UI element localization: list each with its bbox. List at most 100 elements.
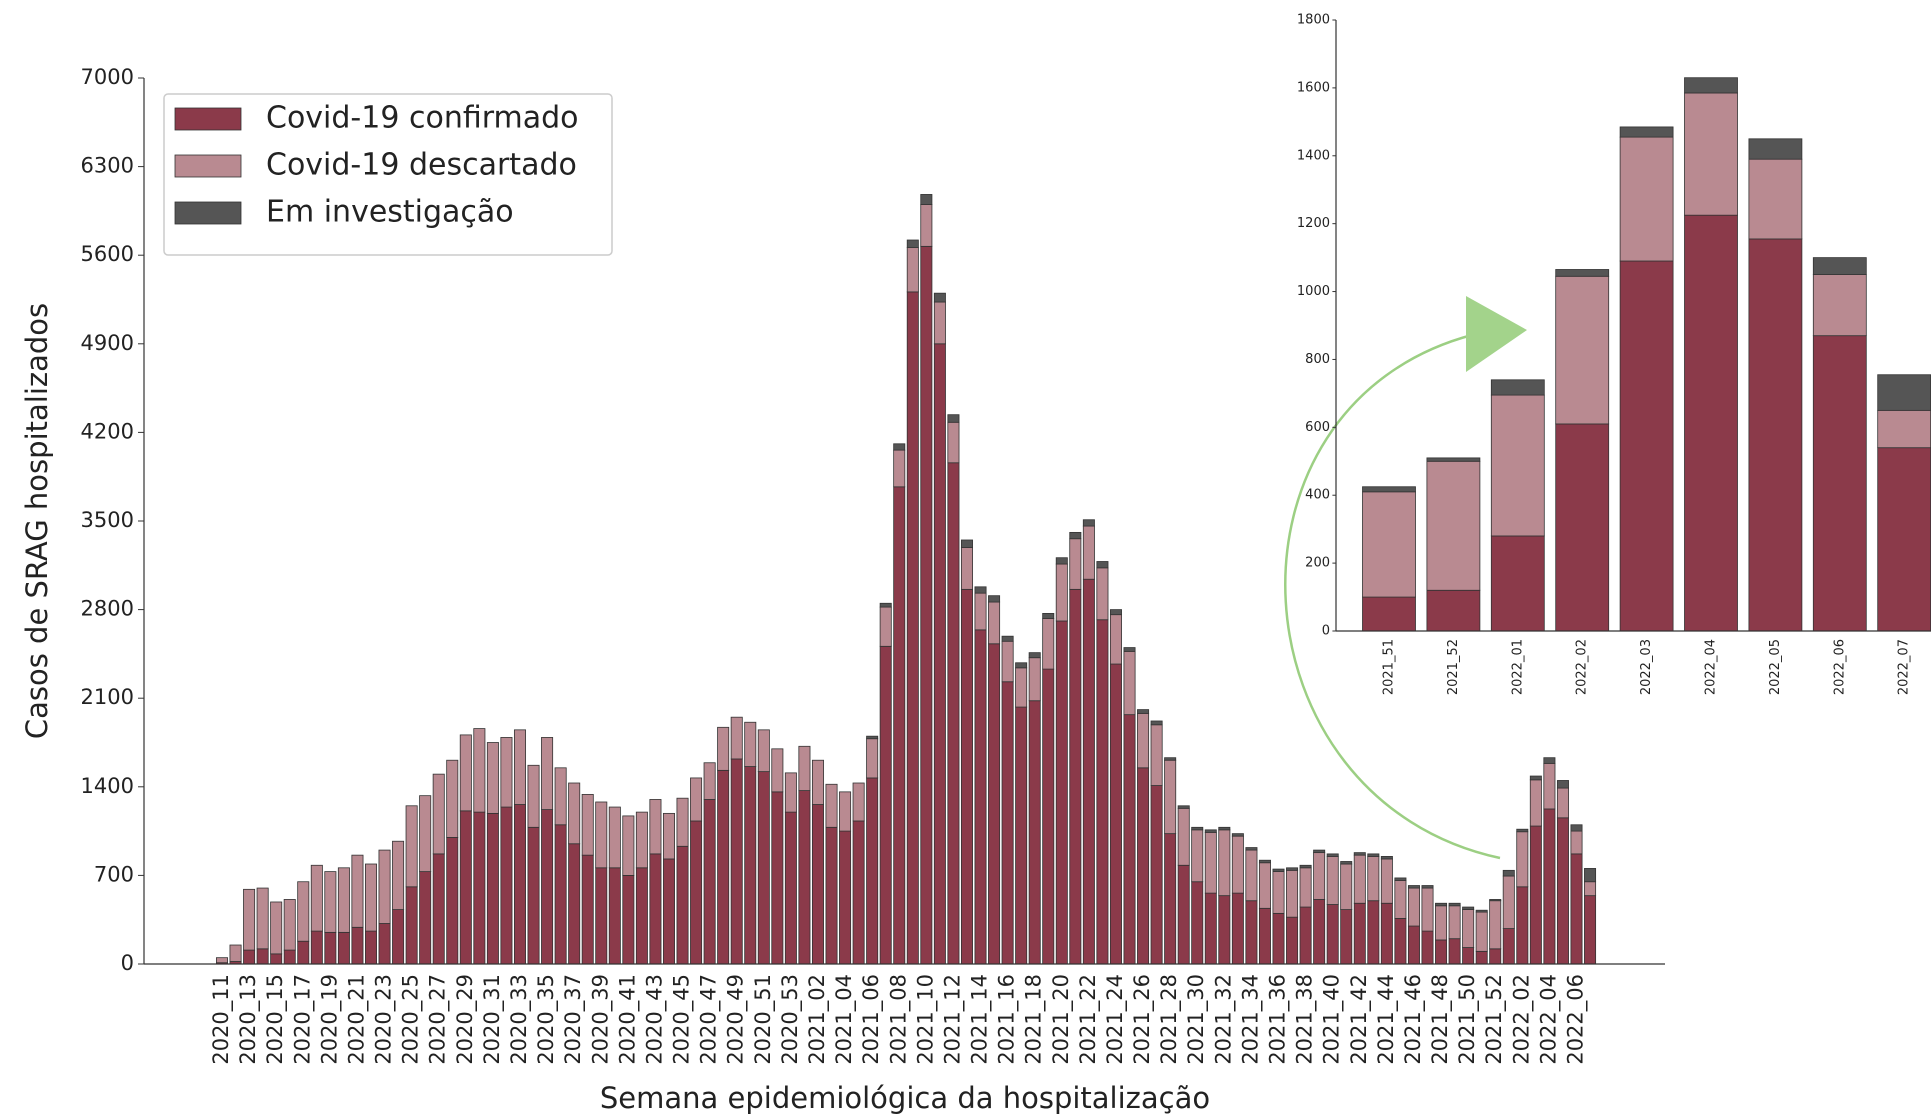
x-tick-label: 2021_20 <box>1049 974 1074 1065</box>
x-tick-label: 2022_03 <box>1639 639 1654 695</box>
bar-segment <box>1543 757 1556 764</box>
bar-segment <box>676 797 689 847</box>
bar-segment <box>1191 829 1204 883</box>
bar-segment <box>554 767 567 826</box>
x-tick-label: 2020_13 <box>236 974 261 1065</box>
bar-segment <box>270 953 283 965</box>
bar-segment <box>974 629 987 965</box>
x-tick-label: 2021_51 <box>1382 639 1397 695</box>
bar-segment <box>608 806 621 869</box>
bar-segment <box>1584 881 1597 897</box>
bar-segment <box>608 867 621 965</box>
bar-segment <box>256 887 269 950</box>
x-tick-label: 2020_27 <box>426 974 451 1065</box>
bar-segment <box>405 805 418 888</box>
bar-segment <box>1042 612 1055 619</box>
bar-segment <box>879 645 892 965</box>
x-tick-label: 2021_26 <box>1130 974 1155 1065</box>
bar-segment <box>771 748 784 793</box>
y-tick-label: 200 <box>1305 556 1330 571</box>
y-tick-label: 7000 <box>81 65 134 89</box>
bar-segment <box>1570 853 1583 965</box>
bar-segment <box>1556 780 1569 789</box>
x-tick-label: 2021_22 <box>1076 974 1101 1065</box>
bar-segment <box>1191 826 1204 831</box>
bar-segment <box>1109 609 1122 616</box>
bar-segment <box>1812 257 1867 275</box>
bar-segment <box>1326 856 1339 905</box>
bar-segment <box>1367 856 1380 902</box>
bar-segment <box>852 782 865 822</box>
bar-segment <box>432 853 445 965</box>
x-tick-label: 2020_15 <box>263 974 288 1065</box>
bar-segment <box>459 734 472 812</box>
bar-segment <box>1407 925 1420 965</box>
bar-segment <box>1448 905 1461 940</box>
bar-segment <box>1137 712 1150 769</box>
bar-segment <box>1340 861 1353 865</box>
bar-segment <box>1435 902 1448 907</box>
bar-segment <box>662 858 675 965</box>
x-tick-label: 2020_43 <box>642 974 667 1065</box>
x-tick-label: 2020_47 <box>697 974 722 1065</box>
bar-segment <box>1684 92 1738 216</box>
bar-segment <box>500 737 513 808</box>
bar-segment <box>1394 918 1407 965</box>
bar-segment <box>1570 830 1583 855</box>
bar-segment <box>920 194 933 205</box>
bar-segment <box>1042 618 1055 670</box>
bar-segment <box>1123 650 1136 716</box>
bar-segment <box>933 343 946 965</box>
bar-segment <box>297 881 310 942</box>
x-tick-label: 2021_10 <box>913 974 938 1065</box>
bar-segment <box>1619 136 1674 262</box>
bar-segment <box>1877 374 1931 411</box>
bar-segment <box>1204 892 1217 965</box>
y-tick-label: 600 <box>1305 420 1330 435</box>
x-tick-label: 2022_01 <box>1510 639 1525 695</box>
bar-segment <box>866 735 879 740</box>
bar-segment <box>1367 853 1380 857</box>
bar-segment <box>310 864 323 932</box>
x-tick-label: 2021_52 <box>1482 974 1507 1065</box>
bar-segment <box>622 815 635 876</box>
bar-segment <box>1380 856 1393 860</box>
bar-segment <box>1529 775 1542 781</box>
bar-segment <box>866 738 879 779</box>
bar-segment <box>1313 852 1326 900</box>
bar-segment <box>1362 596 1416 632</box>
bar-segment <box>1028 657 1041 702</box>
bar-segment <box>364 930 377 965</box>
bar-segment <box>988 595 1001 603</box>
x-tick-label: 2021_18 <box>1022 974 1047 1065</box>
bar-segment <box>1313 849 1326 854</box>
x-tick-label: 2020_33 <box>507 974 532 1065</box>
bar-segment <box>1407 885 1420 889</box>
bar-segment <box>635 811 648 869</box>
x-tick-label: 2021_24 <box>1103 974 1128 1065</box>
legend-label: Em investigação <box>266 195 514 230</box>
bar-segment <box>1555 269 1610 277</box>
x-tick-label: 2020_37 <box>561 974 586 1065</box>
bar-segment <box>798 790 811 965</box>
bar-segment <box>1245 849 1258 902</box>
y-tick-label: 6300 <box>81 154 134 178</box>
bar-segment <box>1299 906 1312 965</box>
bar-segment <box>283 899 296 951</box>
bar-segment <box>243 888 256 951</box>
bar-segment <box>784 772 797 813</box>
x-tick-label: 2021_48 <box>1428 974 1453 1065</box>
x-tick-label: 2020_21 <box>344 974 369 1065</box>
y-tick-label: 1000 <box>1297 284 1330 299</box>
bar-segment <box>784 811 797 965</box>
bar-segment <box>1177 805 1190 809</box>
bar-segment <box>1096 561 1109 569</box>
bar-segment <box>1748 138 1803 160</box>
bar-segment <box>1096 567 1109 621</box>
bar-segment <box>486 742 499 814</box>
bar-segment <box>960 539 973 548</box>
bar-segment <box>432 773 445 855</box>
bar-segment <box>1340 909 1353 965</box>
x-tick-label: 2020_45 <box>670 974 695 1065</box>
bar-segment <box>1258 859 1271 864</box>
